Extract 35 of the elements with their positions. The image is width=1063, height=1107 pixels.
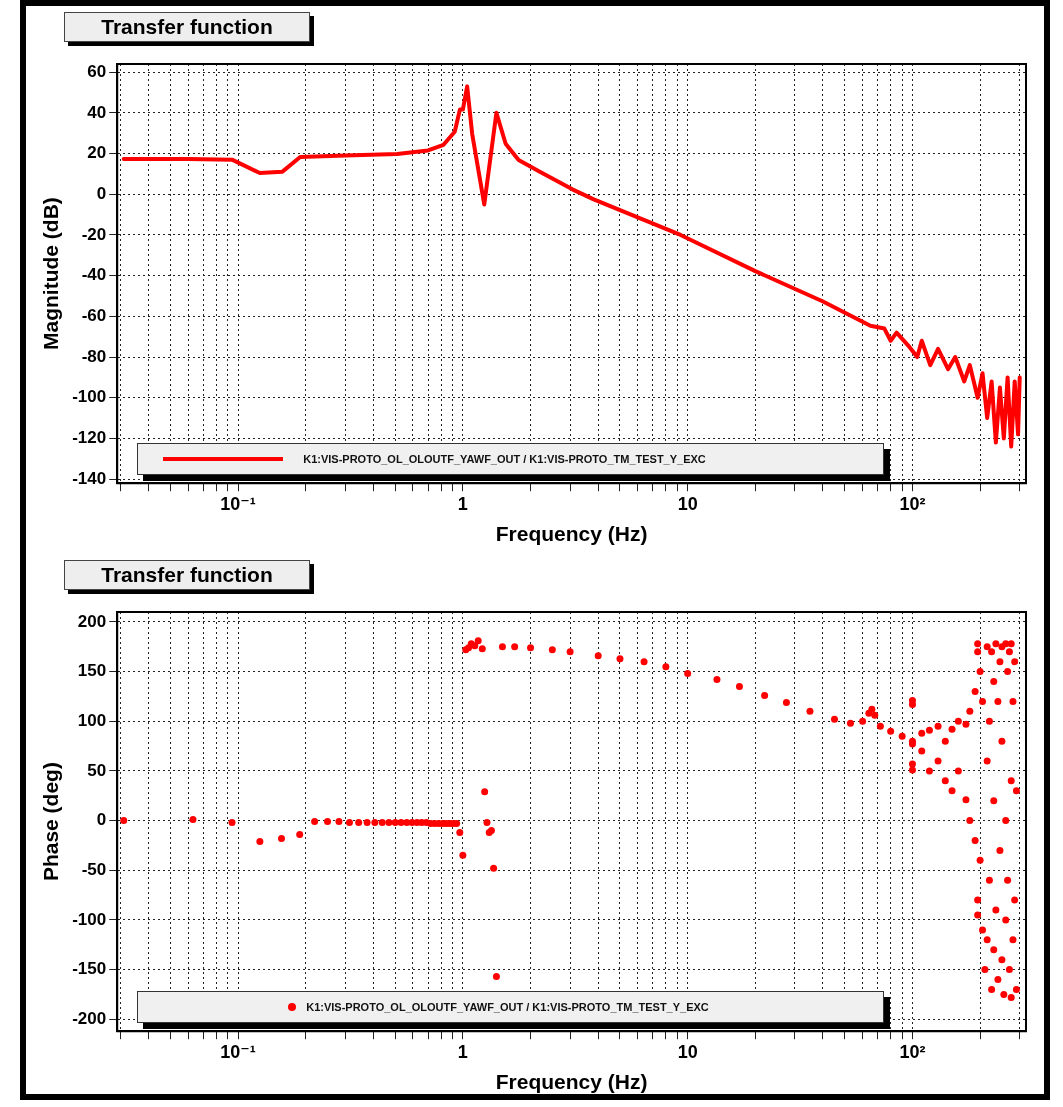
y-tick-label: -20 (81, 224, 107, 244)
y-tick-label: 0 (96, 810, 107, 830)
y-tick-label: 60 (87, 61, 107, 81)
y-tick-label: 100 (77, 710, 107, 730)
y-tick-label: 40 (87, 102, 107, 122)
y-axis-title: Magnitude (dB) (39, 197, 63, 351)
y-tick-label: -120 (72, 428, 107, 448)
y-tick-label: 0 (96, 183, 107, 203)
x-axis-title: Frequency (Hz) (495, 1070, 648, 1094)
chart-title: Transfer function (64, 560, 310, 590)
y-tick-label: -50 (81, 859, 107, 879)
x-tick-label: 10 (677, 1041, 698, 1062)
y-tick-label: -140 (72, 468, 107, 488)
chart-title: Transfer function (64, 12, 310, 42)
x-tick-label: 10² (899, 493, 926, 514)
y-tick-label: 50 (87, 760, 107, 780)
y-tick-label: 150 (77, 661, 107, 681)
y-tick-label: -150 (72, 959, 107, 979)
y-tick-label: -40 (81, 265, 107, 285)
y-tick-label: -100 (72, 387, 107, 407)
y-axis-title: Phase (deg) (39, 762, 63, 882)
x-tick-label: 1 (457, 1041, 468, 1062)
y-tick-label: -100 (72, 909, 107, 929)
x-tick-label: 10² (899, 1041, 926, 1062)
x-tick-label: 10⁻¹ (220, 493, 256, 514)
x-tick-label: 10⁻¹ (220, 1041, 256, 1062)
y-tick-label: 20 (87, 143, 107, 163)
x-tick-label: 10 (677, 493, 698, 514)
x-axis-title: Frequency (Hz) (495, 522, 648, 546)
y-tick-label: 200 (77, 611, 107, 631)
x-tick-label: 1 (457, 493, 468, 514)
y-tick-label: -60 (81, 306, 107, 326)
y-tick-label: -200 (72, 1008, 107, 1028)
legend-label: K1:VIS-PROTO_OL_OLOUTF_YAWF_OUT / K1:VIS-PROTO_TM_TEST_Y_EXC (306, 1001, 709, 1014)
y-tick-label: -80 (81, 346, 107, 366)
